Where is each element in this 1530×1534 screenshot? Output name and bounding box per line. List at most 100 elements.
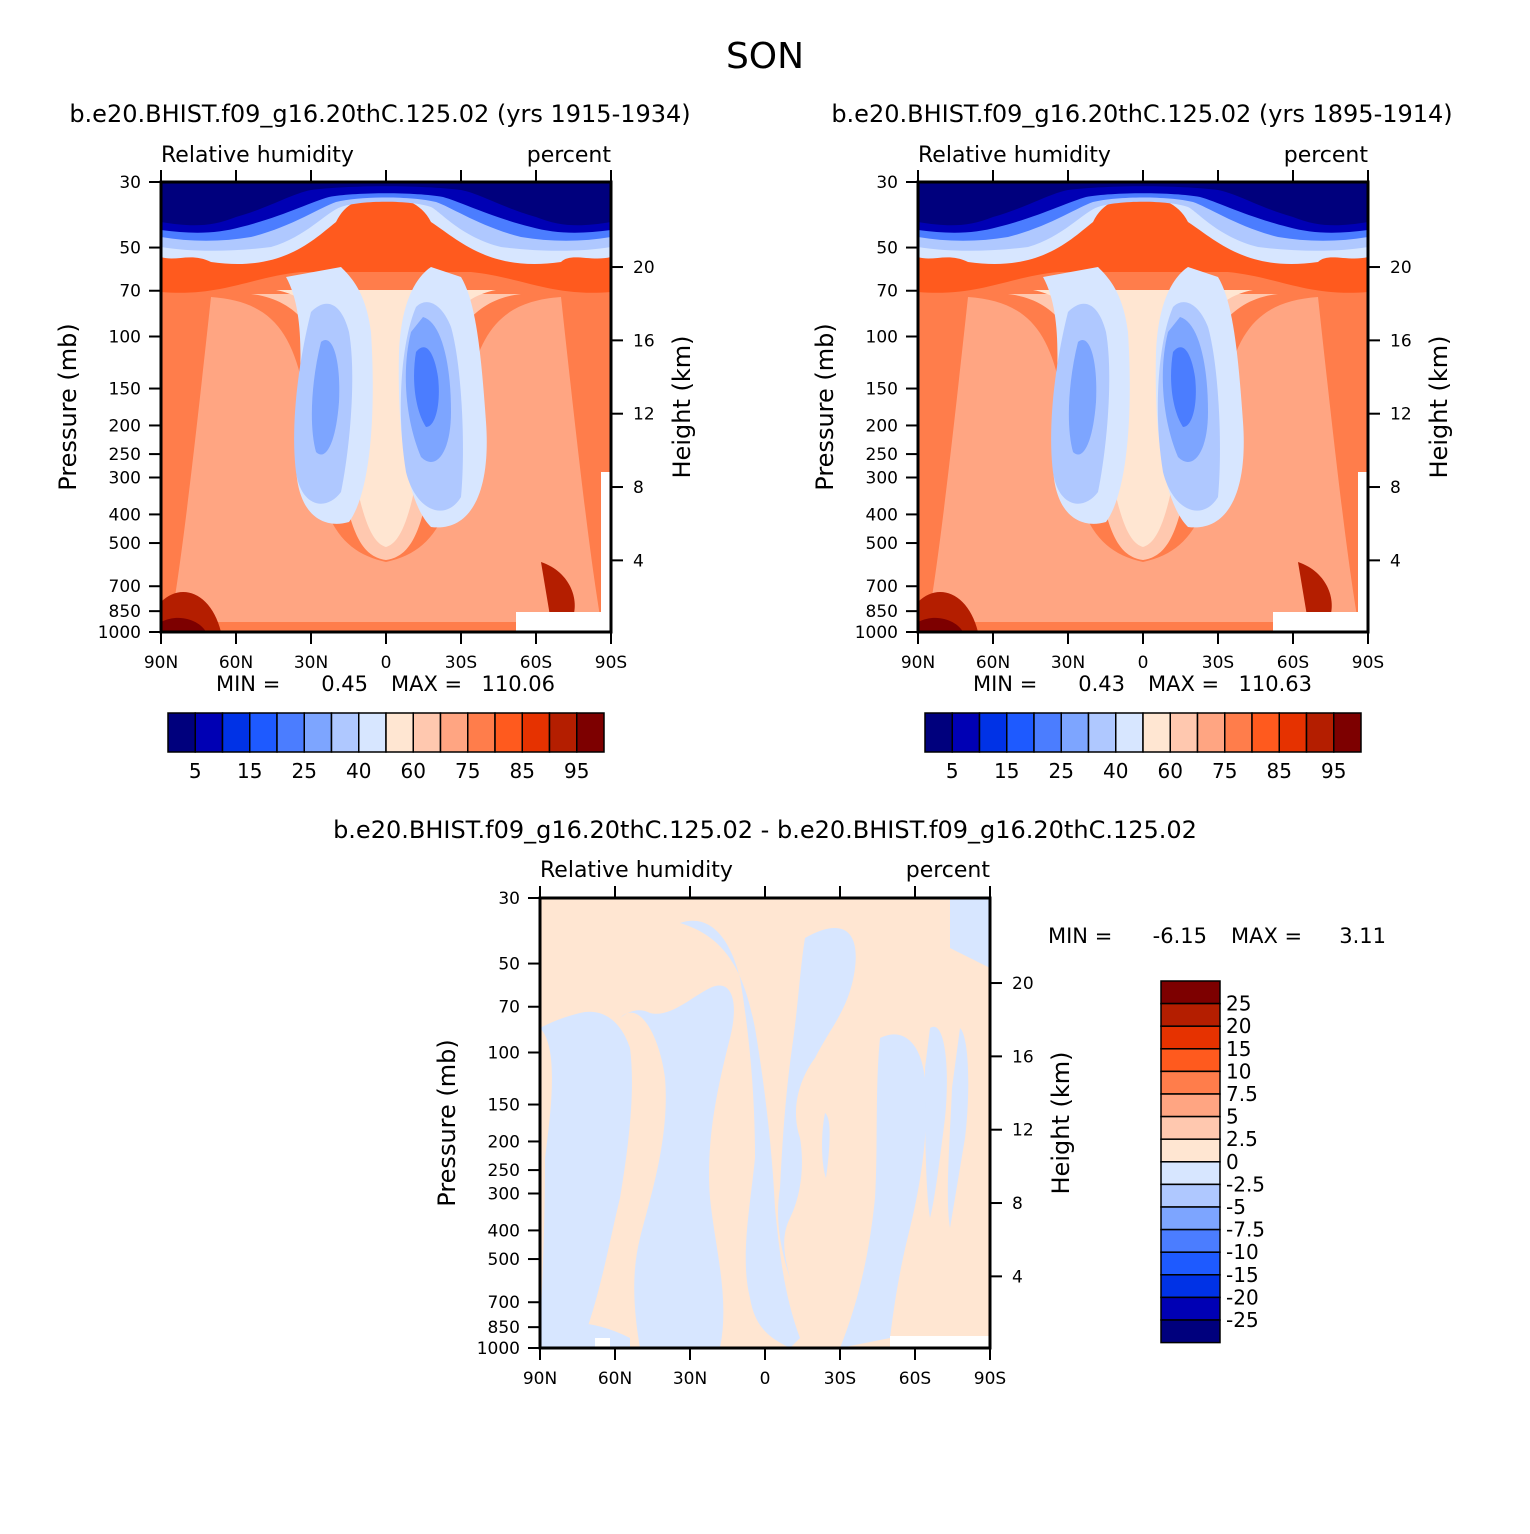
x-tick-label: 60N: [598, 1369, 632, 1389]
colorbar-label: 7.5: [1226, 1082, 1258, 1106]
colorbar-label: 5: [946, 759, 959, 783]
y-tick-label: 1000: [98, 623, 141, 643]
colorbar-box: [1160, 1070, 1221, 1095]
x-tick-label: 0: [381, 653, 392, 673]
panel-1-title: b.e20.BHIST.f09_g16.20thC.125.02 (yrs 19…: [69, 100, 690, 128]
x-tick-label: 60N: [976, 653, 1010, 673]
y-tick-label: 700: [488, 1293, 520, 1313]
x-tick-label: 90S: [974, 1369, 1006, 1389]
y-tick-label: 850: [866, 602, 898, 622]
y-tick-label: 150: [109, 380, 141, 400]
colorbar-label: 95: [564, 759, 589, 783]
y2-tick-label: 16: [1390, 331, 1412, 351]
colorbar-label: 5: [189, 759, 202, 783]
panel-2-y-axis-title: Pressure (mb): [811, 323, 839, 490]
x-tick-label: 30N: [294, 653, 328, 673]
y-tick-label: 250: [866, 445, 898, 465]
panel-3-max-label: MAX =: [1231, 924, 1302, 948]
colorbar-label: 85: [510, 759, 535, 783]
y-tick-label: 300: [109, 468, 141, 488]
panel-3-min-max: MIN = -6.15 MAX = 3.11: [1048, 924, 1386, 948]
colorbar-box: [1160, 1161, 1221, 1186]
colorbar-box: [1033, 712, 1062, 753]
colorbar-box: [1160, 1093, 1221, 1118]
panel-2-min-max: MIN = 0.43 MAX = 110.63: [973, 672, 1312, 696]
colorbar-label: -5: [1226, 1195, 1246, 1219]
colorbar-box: [1115, 712, 1144, 753]
y-tick-label: 850: [109, 602, 141, 622]
colorbar-label: 75: [1212, 759, 1237, 783]
y-tick-label: 300: [488, 1184, 520, 1204]
y-tick-label: 300: [866, 468, 898, 488]
x-tick-label: 90S: [1352, 653, 1384, 673]
panel-1-max-value: 110.06: [482, 672, 555, 696]
colorbar-box: [521, 712, 551, 753]
colorbar-box: [576, 712, 605, 753]
y-tick-label: 100: [866, 328, 898, 348]
colorbar-label: 15: [994, 759, 1019, 783]
y-tick-label: 30: [498, 889, 520, 909]
y-tick-label: 70: [119, 282, 141, 302]
y2-tick-label: 4: [1012, 1267, 1023, 1287]
colorbar-label: 15: [237, 759, 262, 783]
y-tick-label: 50: [876, 239, 898, 259]
panel-1-max-label: MAX =: [391, 672, 462, 696]
panel-1-y-axis-title: Pressure (mb): [54, 323, 82, 490]
colorbar-box: [167, 712, 196, 753]
panel-3-field: [540, 898, 990, 1348]
colorbar-box: [951, 712, 981, 753]
y-tick-label: 700: [109, 577, 141, 597]
colorbar-box: [1160, 1228, 1221, 1253]
colorbar-label: -10: [1226, 1240, 1259, 1264]
colorbar-box: [385, 712, 414, 753]
colorbar-box: [303, 712, 333, 753]
colorbar-box: [1160, 1002, 1221, 1027]
panel-3-title: b.e20.BHIST.f09_g16.20thC.125.02 - b.e20…: [333, 816, 1197, 844]
x-tick-label: 30N: [673, 1369, 707, 1389]
panel-2-min-value: 0.43: [1078, 672, 1125, 696]
colorbar-label: 10: [1226, 1059, 1251, 1083]
colorbar-box: [194, 712, 224, 753]
y-tick-label: 400: [866, 505, 898, 525]
x-tick-label: 60N: [219, 653, 253, 673]
x-tick-label: 60S: [1277, 653, 1309, 673]
colorbar-box: [1087, 712, 1117, 753]
panel-3-y2-axis-title: Height (km): [1047, 1052, 1075, 1195]
colorbar-box: [1305, 712, 1335, 753]
colorbar-box: [358, 712, 387, 753]
y-tick-label: 500: [866, 534, 898, 554]
y-tick-label: 150: [866, 380, 898, 400]
colorbar-label: 2.5: [1226, 1127, 1258, 1151]
y2-tick-label: 12: [1390, 405, 1412, 425]
y-tick-label: 200: [109, 416, 141, 436]
colorbar-label: -7.5: [1226, 1218, 1265, 1242]
y-tick-label: 30: [119, 173, 141, 193]
panel-1-min-value: 0.45: [321, 672, 368, 696]
y-tick-label: 150: [488, 1096, 520, 1116]
panel-3-unit-label: percent: [906, 858, 991, 883]
x-tick-label: 90N: [901, 653, 935, 673]
y-tick-label: 70: [876, 282, 898, 302]
y2-tick-label: 20: [1390, 258, 1412, 278]
colorbar-box: [494, 712, 523, 753]
colorbar-label: 20: [1226, 1014, 1251, 1038]
x-tick-label: 30S: [824, 1369, 856, 1389]
colorbar-box: [1160, 1115, 1221, 1140]
panel-1-min-max: MIN = 0.45 MAX = 110.06: [216, 672, 555, 696]
panel-3-max-value: 3.11: [1339, 924, 1386, 948]
colorbar-box: [276, 712, 305, 753]
panel-1-y2-axis-title: Height (km): [668, 336, 696, 479]
panel-1-unit-label: percent: [527, 143, 612, 168]
x-tick-label: 60S: [899, 1369, 931, 1389]
colorbar-1: 5 15 25 40 60 75 85 95: [167, 712, 605, 783]
colorbar-label: -2.5: [1226, 1172, 1265, 1196]
y2-tick-label: 12: [1012, 1121, 1034, 1141]
panel-2-unit-label: percent: [1284, 143, 1369, 168]
y-tick-label: 250: [488, 1161, 520, 1181]
panel-2-min-label: MIN =: [973, 672, 1037, 696]
y-tick-label: 200: [488, 1132, 520, 1152]
colorbar-box: [924, 712, 953, 753]
